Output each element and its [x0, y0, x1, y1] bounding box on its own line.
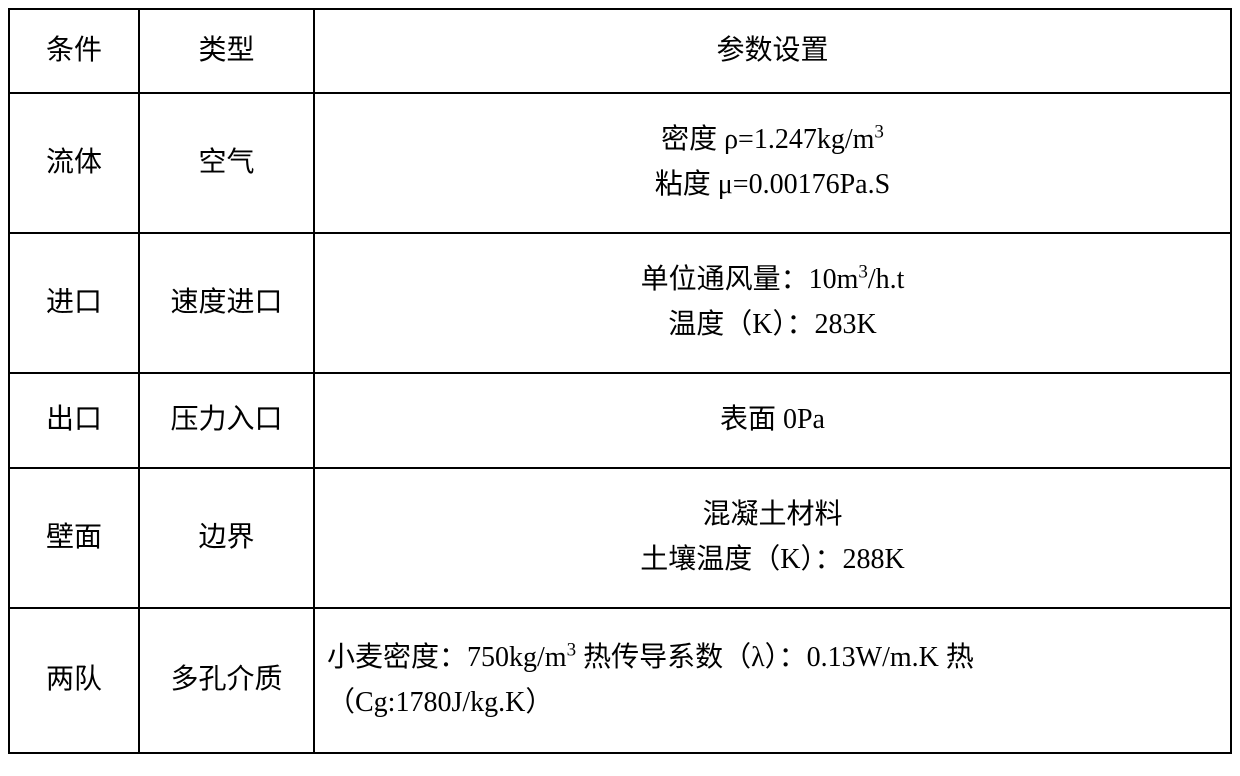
inlet-flowrate-sup: 3: [858, 262, 868, 283]
cell-wall-condition: 壁面: [9, 468, 139, 608]
table-row: 壁面 边界 混凝土材料 土壤温度（K）：288K: [9, 468, 1231, 608]
wall-material-line: 混凝土材料: [315, 493, 1230, 538]
team-density-prefix: 小麦密度：750kg/m: [327, 642, 567, 673]
fluid-density-prefix: 密度 ρ=1.247kg/m: [661, 124, 874, 155]
cell-team-type: 多孔介质: [139, 608, 314, 753]
cell-wall-type: 边界: [139, 468, 314, 608]
cell-outlet-params: 表面 0Pa: [314, 373, 1231, 468]
fluid-viscosity-line: 粘度 μ=0.00176Pa.S: [315, 163, 1230, 208]
cell-inlet-condition: 进口: [9, 233, 139, 373]
fluid-density-line: 密度 ρ=1.247kg/m3: [315, 118, 1230, 163]
cell-fluid-condition: 流体: [9, 93, 139, 233]
inlet-flowrate-suffix: /h.t: [868, 264, 905, 295]
parameters-table: 条件 类型 参数设置 流体 空气 密度 ρ=1.247kg/m3 粘度 μ=0.…: [8, 8, 1232, 754]
parameters-table-container: 条件 类型 参数设置 流体 空气 密度 ρ=1.247kg/m3 粘度 μ=0.…: [0, 0, 1240, 762]
fluid-density-sup: 3: [874, 122, 884, 143]
cell-team-condition: 两队: [9, 608, 139, 753]
cell-wall-params: 混凝土材料 土壤温度（K）：288K: [314, 468, 1231, 608]
table-header-row: 条件 类型 参数设置: [9, 9, 1231, 93]
cell-outlet-type: 压力入口: [139, 373, 314, 468]
team-density-suffix: 热传导系数（λ）：0.13W/m.K 热: [576, 642, 974, 673]
table-row: 流体 空气 密度 ρ=1.247kg/m3 粘度 μ=0.00176Pa.S: [9, 93, 1231, 233]
inlet-temperature-line: 温度（K）：283K: [315, 303, 1230, 348]
inlet-flowrate-prefix: 单位通风量：10m: [641, 264, 859, 295]
inlet-flowrate-line: 单位通风量：10m3/h.t: [315, 258, 1230, 303]
header-params: 参数设置: [314, 9, 1231, 93]
cell-team-params: 小麦密度：750kg/m3 热传导系数（λ）：0.13W/m.K 热 （Cg:1…: [314, 608, 1231, 753]
cell-outlet-condition: 出口: [9, 373, 139, 468]
team-density-sup: 3: [567, 639, 577, 660]
table-row: 进口 速度进口 单位通风量：10m3/h.t 温度（K）：283K: [9, 233, 1231, 373]
cell-fluid-type: 空气: [139, 93, 314, 233]
cell-inlet-type: 速度进口: [139, 233, 314, 373]
team-density-line: 小麦密度：750kg/m3 热传导系数（λ）：0.13W/m.K 热: [327, 636, 1218, 681]
table-row: 两队 多孔介质 小麦密度：750kg/m3 热传导系数（λ）：0.13W/m.K…: [9, 608, 1231, 753]
cell-fluid-params: 密度 ρ=1.247kg/m3 粘度 μ=0.00176Pa.S: [314, 93, 1231, 233]
wall-temperature-line: 土壤温度（K）：288K: [315, 538, 1230, 583]
header-type: 类型: [139, 9, 314, 93]
header-condition: 条件: [9, 9, 139, 93]
team-cg-line: （Cg:1780J/kg.K）: [327, 681, 1218, 726]
cell-inlet-params: 单位通风量：10m3/h.t 温度（K）：283K: [314, 233, 1231, 373]
table-row: 出口 压力入口 表面 0Pa: [9, 373, 1231, 468]
